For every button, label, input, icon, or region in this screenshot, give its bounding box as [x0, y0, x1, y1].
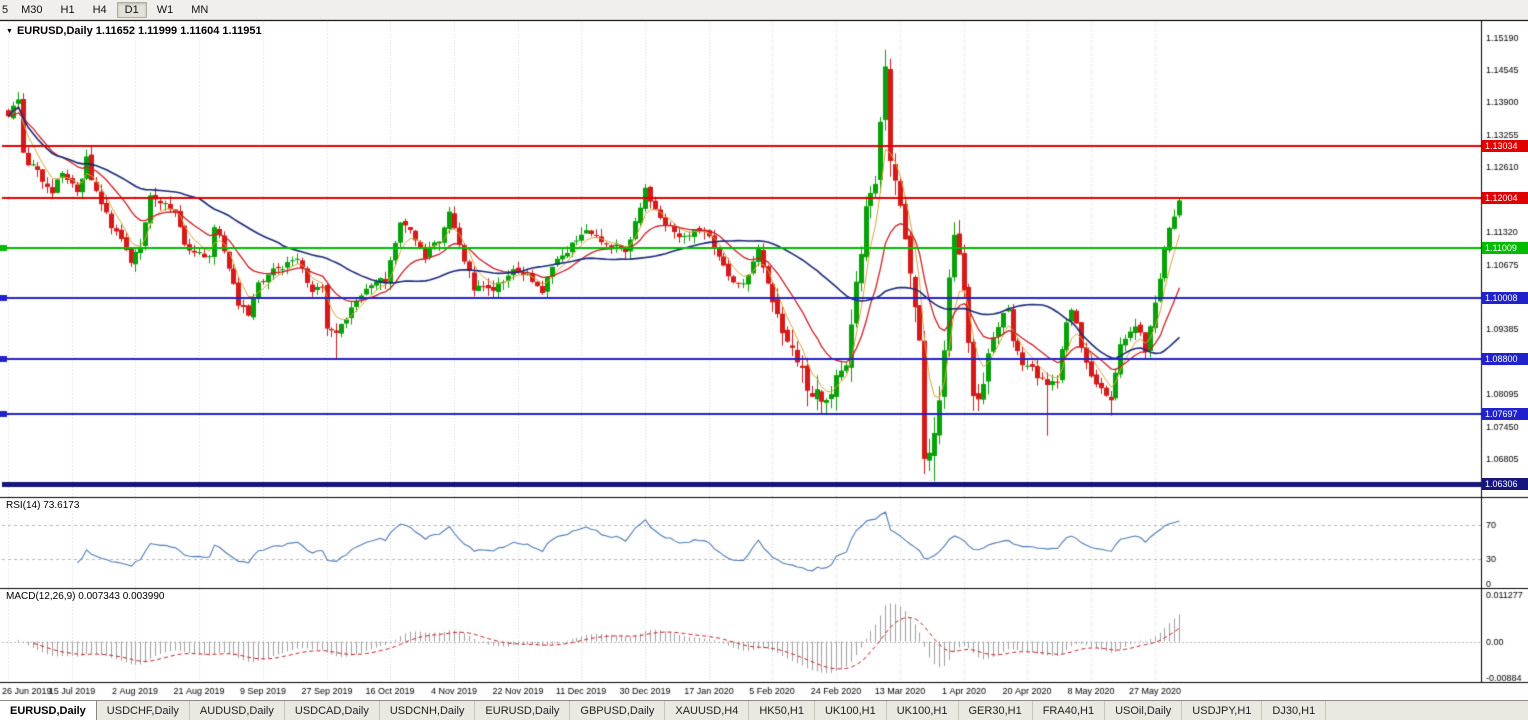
timeframe-w1-button[interactable]: W1 [156, 3, 174, 16]
tab-13-usoil-daily[interactable]: USOil,Daily [1105, 701, 1183, 720]
timeframe-h4-button[interactable]: H4 [92, 3, 107, 16]
price-level-tag-1-07697[interactable]: 1.07697 [1482, 408, 1528, 421]
timeframe-h1-button[interactable]: H1 [60, 3, 75, 16]
tab-11-ger30-h1[interactable]: GER30,H1 [959, 701, 1033, 720]
chart-title-text: EURUSD,Daily 1.11652 1.11999 1.11604 1.1… [16, 25, 262, 37]
tab-15-dj30-h1[interactable]: DJ30,H1 [1262, 701, 1327, 720]
tab-7-xauusd-h4[interactable]: XAUUSD,H4 [665, 701, 750, 720]
tab-3-usdcad-daily[interactable]: USDCAD,Daily [285, 701, 380, 720]
tab-4-usdcnh-daily[interactable]: USDCNH,Daily [380, 701, 476, 720]
tab-14-usdjpy-h1[interactable]: USDJPY,H1 [1182, 701, 1263, 720]
price-level-tag-1-11009[interactable]: 1.11009 [1482, 241, 1528, 254]
price-level-tag-1-10008[interactable]: 1.10008 [1482, 292, 1528, 305]
price-level-tag-1-08800[interactable]: 1.08800 [1482, 352, 1528, 365]
tab-2-audusd-daily[interactable]: AUDUSD,Daily [190, 701, 285, 720]
tab-1-usdchf-daily[interactable]: USDCHF,Daily [97, 701, 190, 720]
tab-0-eurusd-daily[interactable]: EURUSD,Daily [0, 701, 97, 720]
price-level-tag-1-13034[interactable]: 1.13034 [1482, 139, 1528, 152]
tab-5-eurusd-daily[interactable]: EURUSD,Daily [475, 701, 571, 720]
tab-10-uk100-h1[interactable]: UK100,H1 [887, 701, 959, 720]
rsi-indicator-label: RSI(14) 73.6173 [6, 500, 80, 511]
price-chart-canvas[interactable] [0, 20, 1528, 700]
price-level-tag-1-06306[interactable]: 1.06306 [1482, 478, 1528, 491]
tab-6-gbpusd-daily[interactable]: GBPUSD,Daily [570, 701, 666, 720]
tab-8-hk50-h1[interactable]: HK50,H1 [749, 701, 815, 720]
timeframe-toolbar: 5 M30 H1 H4 D1 W1 MN [0, 0, 1528, 20]
chart-ohlc-title: ▼ EURUSD,Daily 1.11652 1.11999 1.11604 1… [6, 25, 262, 37]
tab-9-uk100-h1[interactable]: UK100,H1 [815, 701, 887, 720]
timeframe-mn-button[interactable]: MN [191, 3, 209, 16]
chart-area: ▼ EURUSD,Daily 1.11652 1.11999 1.11604 1… [0, 20, 1528, 700]
timeframe-partial-m15[interactable]: 5 [2, 3, 9, 16]
chart-dropdown-icon[interactable]: ▼ [6, 27, 13, 35]
chart-tabs: EURUSD,Daily USDCHF,Daily AUDUSD,Daily USDC… [0, 700, 1528, 720]
price-level-tag-1-12004[interactable]: 1.12004 [1482, 191, 1528, 204]
macd-indicator-label: MACD(12,26,9) 0.007343 0.003990 [6, 591, 165, 602]
timeframe-m30-button[interactable]: M30 [21, 3, 43, 16]
tab-12-fra40-h1[interactable]: FRA40,H1 [1033, 701, 1106, 720]
timeframe-d1-button[interactable]: D1 [116, 1, 147, 18]
